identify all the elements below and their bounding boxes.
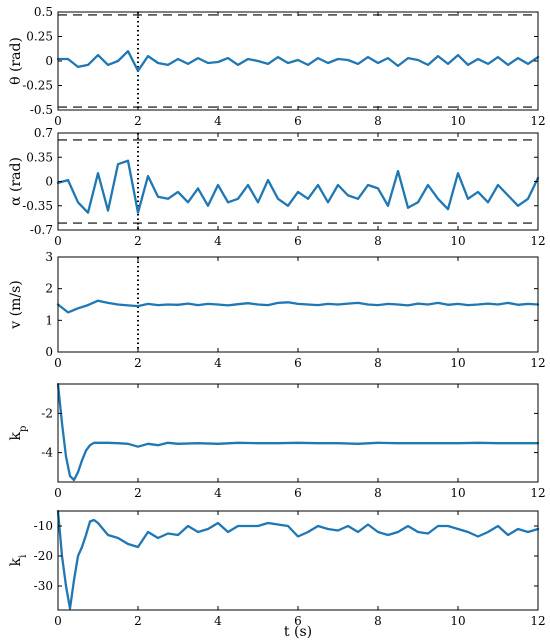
x-tick-label: 6 bbox=[294, 356, 302, 370]
y-axis-label-subscript: i bbox=[18, 555, 29, 558]
x-tick-label: 0 bbox=[54, 234, 62, 248]
x-tick-label: 12 bbox=[530, 234, 545, 248]
x-tick-label: 12 bbox=[530, 486, 545, 500]
x-tick-label: 2 bbox=[134, 356, 142, 370]
y-tick-label: 0.7 bbox=[34, 126, 53, 140]
y-tick-label: -0.5 bbox=[30, 103, 53, 117]
x-axis-label: t (s) bbox=[284, 624, 312, 640]
y-axis-label: v (m/s) bbox=[8, 280, 24, 329]
y-tick-label: -30 bbox=[34, 579, 53, 593]
x-tick-label: 10 bbox=[450, 234, 465, 248]
y-tick-label: 3 bbox=[45, 250, 53, 264]
x-tick-label: 10 bbox=[450, 356, 465, 370]
x-tick-label: 12 bbox=[530, 614, 545, 628]
x-tick-label: 6 bbox=[294, 614, 302, 628]
series-line-panel-5 bbox=[56, 509, 540, 610]
x-tick-label: 4 bbox=[214, 614, 222, 628]
x-tick-label: 8 bbox=[374, 234, 382, 248]
x-tick-label: 0 bbox=[54, 114, 62, 128]
x-tick-label: 2 bbox=[134, 114, 142, 128]
y-tick-label: 0 bbox=[45, 54, 53, 68]
x-tick-label: 2 bbox=[134, 486, 142, 500]
x-tick-label: 6 bbox=[294, 486, 302, 500]
plot-frame bbox=[57, 510, 539, 611]
y-tick-label: -2 bbox=[41, 406, 53, 420]
x-tick-label: 2 bbox=[134, 234, 142, 248]
x-tick-label: 8 bbox=[374, 114, 382, 128]
y-tick-label: 0 bbox=[45, 345, 53, 359]
plot-frame bbox=[57, 132, 539, 231]
x-tick-label: 10 bbox=[450, 114, 465, 128]
y-axis-label: ki bbox=[8, 555, 29, 567]
x-tick-label: 12 bbox=[530, 356, 545, 370]
x-tick-label: 0 bbox=[54, 486, 62, 500]
y-axis-label: kp bbox=[8, 426, 29, 441]
y-tick-label: -20 bbox=[34, 549, 53, 563]
series-line-panel-3 bbox=[56, 299, 540, 314]
y-tick-label: -0.25 bbox=[22, 79, 53, 93]
y-tick-label: -4 bbox=[41, 446, 53, 460]
x-tick-label: 8 bbox=[374, 356, 382, 370]
x-tick-label: 4 bbox=[214, 356, 222, 370]
y-axis-label: α (rad) bbox=[8, 157, 24, 206]
y-tick-label: 0.25 bbox=[26, 30, 53, 44]
y-tick-label: 0.35 bbox=[26, 150, 53, 164]
x-tick-label: 0 bbox=[54, 356, 62, 370]
series-line-panel-4 bbox=[56, 382, 540, 482]
y-tick-label: -0.35 bbox=[22, 199, 53, 213]
y-tick-label: -10 bbox=[34, 519, 53, 533]
x-tick-label: 4 bbox=[214, 486, 222, 500]
x-tick-label: 6 bbox=[294, 234, 302, 248]
x-tick-label: 10 bbox=[450, 486, 465, 500]
x-tick-label: 8 bbox=[374, 486, 382, 500]
y-axis-label-subscript: p bbox=[18, 426, 29, 432]
series-line-panel-1 bbox=[56, 50, 540, 72]
y-tick-label: 2 bbox=[45, 282, 53, 296]
x-tick-label: 8 bbox=[374, 614, 382, 628]
x-tick-label: 2 bbox=[134, 614, 142, 628]
y-tick-label: 0.5 bbox=[34, 5, 53, 19]
x-tick-label: 12 bbox=[530, 114, 545, 128]
series-line-panel-2 bbox=[56, 159, 540, 214]
y-tick-label: 1 bbox=[45, 313, 53, 327]
x-tick-label: 6 bbox=[294, 114, 302, 128]
plot-frame bbox=[57, 383, 539, 483]
x-tick-label: 4 bbox=[214, 114, 222, 128]
x-tick-label: 0 bbox=[54, 614, 62, 628]
y-tick-label: 0 bbox=[45, 175, 53, 189]
x-tick-label: 4 bbox=[214, 234, 222, 248]
x-tick-label: 10 bbox=[450, 614, 465, 628]
y-tick-label: -0.7 bbox=[30, 223, 53, 237]
y-axis-label: θ (rad) bbox=[8, 37, 24, 85]
